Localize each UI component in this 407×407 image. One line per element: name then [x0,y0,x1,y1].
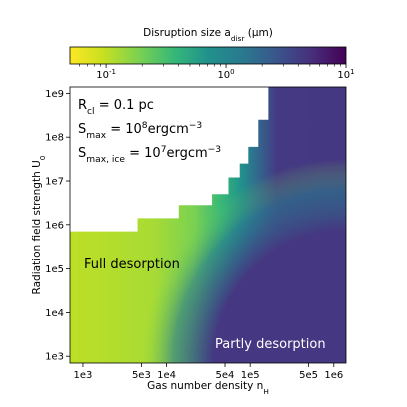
x-tick-label: 1e5 [241,370,260,381]
annotation-cloud-radius: Rcl = 0.1 pc [78,98,154,117]
x-tick-label: 1e4 [157,370,176,381]
y-tick-label: 1e5 [45,264,64,275]
y-tick-label: 1e7 [45,177,64,188]
full-desorption-white-region [70,87,269,232]
y-tick-label: 1e4 [45,308,64,319]
colorbar-tick-label: 100 [217,68,234,81]
colorbar-label: Disruption size adisr (μm) [143,27,273,43]
y-axis-label: Radiation field strength U0 [31,155,47,294]
x-tick-label: 5e3 [132,370,151,381]
heatmap-plot: 1e3 5e3 1e4 5e4 1e5 5e5 1e6 1e3 1e4 1e5 1e6 1e7 1e8… [31,86,347,396]
colorbar-bar [69,46,347,65]
x-tick-label: 5e5 [299,370,318,381]
x-axis-label: Gas number density nH [147,380,269,396]
colorbar: Disruption size adisr (μm) 10-1 100 101 [69,27,355,81]
y-tick-label: 1e6 [45,220,64,231]
y-tick-label: 1e8 [45,133,64,144]
colorbar-tick-label: 101 [337,68,354,81]
y-axis-ticks: 1e3 1e4 1e5 1e6 1e7 1e8 1e9 [45,89,70,363]
annotation-ice-tensile-strength: Smax, ice = 107ergcm−3 [78,145,221,165]
annotation-max-tensile-strength: Smax = 108ergcm−3 [78,121,202,141]
full-desorption-label: Full desorption [84,257,180,272]
colorbar-ticks: 10-1 100 101 [79,64,355,81]
y-tick-label: 1e3 [45,352,64,363]
partly-desorption-label: Partly desorption [215,337,326,352]
colorbar-tick-label: 10-1 [96,68,116,81]
x-tick-label: 1e6 [324,370,343,381]
x-axis-ticks: 1e3 5e3 1e4 5e4 1e5 5e5 1e6 [74,363,343,381]
y-tick-label: 1e9 [45,89,64,100]
x-tick-label: 1e3 [74,370,93,381]
x-tick-label: 5e4 [216,370,235,381]
